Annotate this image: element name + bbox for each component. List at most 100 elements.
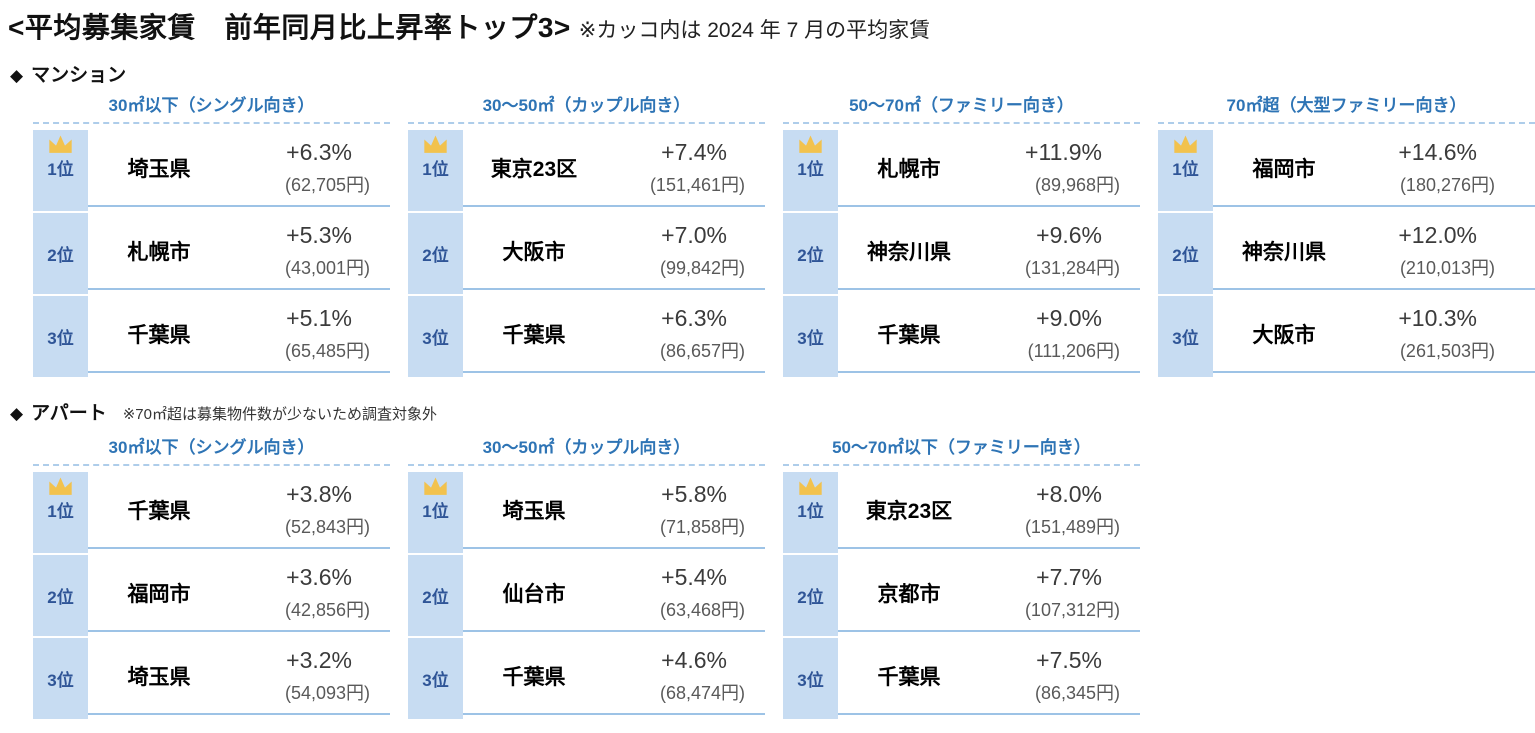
- ranking-column-apartment-30below: 30㎡以下（シングル向き） 1位 千葉県 +3.8% (52,843円): [33, 436, 390, 721]
- rank-label: 2位: [47, 246, 74, 265]
- ranking-column-mansion-30below: 30㎡以下（シングル向き） 1位 埼玉県 +6.3% (62,705円): [33, 94, 390, 379]
- avg-rent: (261,503円): [1399, 340, 1495, 361]
- rank-badge: 2位: [783, 213, 838, 294]
- region-name: 千葉県: [877, 665, 941, 689]
- avg-rent: (68,474円): [659, 682, 745, 703]
- pct-change: +10.3%: [1398, 304, 1477, 331]
- rank-badge: 1位: [783, 130, 838, 211]
- section-header-apartment: ◆ アパート ※70㎡超は募集物件数が少ないため調査対象外: [10, 398, 437, 425]
- pct-change: +6.3%: [286, 138, 352, 165]
- ranking-column-apartment-30-50: 30〜50㎡（カップル向き） 1位 埼玉県 +5.8% (71,858円): [408, 436, 765, 721]
- ranking-row: 3位 千葉県 +9.0% (111,206円): [783, 296, 1140, 377]
- pct-change: +3.8%: [286, 480, 352, 507]
- rank-label: 1位: [47, 160, 74, 179]
- avg-rent: (86,345円): [1034, 682, 1120, 703]
- region-name: 札幌市: [127, 240, 191, 264]
- column-header: 70㎡超（大型ファミリー向き）: [1226, 96, 1467, 115]
- row-content: 千葉県 +7.5% (86,345円): [838, 638, 1140, 715]
- rank-badge: 3位: [1158, 296, 1213, 377]
- row-values: +6.3% (62,705円): [230, 139, 390, 197]
- row-content: 東京23区 +8.0% (151,489円): [838, 472, 1140, 549]
- ranking-column-mansion-70over: 70㎡超（大型ファミリー向き） 1位 福岡市 +14.6% (180,276円): [1158, 94, 1535, 379]
- pct-change: +8.0%: [1036, 480, 1102, 507]
- pct-change: +4.6%: [661, 646, 727, 673]
- apartment-note: ※70㎡超は募集物件数が少ないため調査対象外: [122, 406, 437, 423]
- region-name: 福岡市: [127, 582, 191, 606]
- row-values: +9.6% (131,284円): [980, 222, 1140, 280]
- crown-icon: [799, 135, 822, 153]
- row-values: +9.0% (111,206円): [980, 305, 1140, 363]
- rank-badge: 2位: [408, 213, 463, 294]
- page-title: <平均募集家賃 前年同月比上昇率トップ3>: [8, 12, 571, 43]
- column-header: 30㎡以下（シングル向き）: [108, 96, 315, 115]
- avg-rent: (89,968円): [1034, 174, 1120, 195]
- row-content: 千葉県 +3.8% (52,843円): [88, 472, 390, 549]
- ranking-rows: 1位 福岡市 +14.6% (180,276円) 2位: [1158, 130, 1535, 377]
- diamond-icon: ◆: [10, 404, 24, 423]
- region-name: 千葉県: [877, 323, 941, 347]
- row-values: +3.8% (52,843円): [230, 481, 390, 539]
- pct-change: +9.6%: [1036, 221, 1102, 248]
- row-content: 福岡市 +3.6% (42,856円): [88, 555, 390, 632]
- rank-label: 1位: [797, 160, 824, 179]
- ranking-row: 2位 仙台市 +5.4% (63,468円): [408, 555, 765, 636]
- rank-label: 3位: [797, 671, 824, 690]
- row-values: +7.7% (107,312円): [980, 564, 1140, 622]
- column-header: 30〜50㎡（カップル向き）: [482, 96, 691, 115]
- header-divider: [408, 122, 765, 124]
- header-divider: [1158, 122, 1535, 124]
- rank-badge: 1位: [408, 472, 463, 553]
- header-divider: [783, 464, 1140, 466]
- pct-change: +12.0%: [1398, 221, 1477, 248]
- rank-badge: 2位: [1158, 213, 1213, 294]
- row-values: +7.4% (151,461円): [605, 139, 765, 197]
- rank-label: 2位: [797, 588, 824, 607]
- avg-rent: (54,093円): [284, 682, 370, 703]
- pct-change: +3.2%: [286, 646, 352, 673]
- row-content: 東京23区 +7.4% (151,461円): [463, 130, 765, 207]
- row-content: 大阪市 +7.0% (99,842円): [463, 213, 765, 290]
- avg-rent: (63,468円): [659, 599, 745, 620]
- avg-rent: (71,858円): [659, 516, 745, 537]
- row-values: +10.3% (261,503円): [1355, 305, 1535, 363]
- rank-badge: 2位: [33, 555, 88, 636]
- header-divider: [33, 122, 390, 124]
- region-name: 埼玉県: [127, 665, 191, 689]
- pct-change: +6.3%: [661, 304, 727, 331]
- rank-badge: 2位: [408, 555, 463, 636]
- row-values: +12.0% (210,013円): [1355, 222, 1535, 280]
- pct-change: +9.0%: [1036, 304, 1102, 331]
- region-name: 東京23区: [865, 499, 953, 523]
- diamond-icon: ◆: [10, 66, 24, 85]
- row-values: +5.1% (65,485円): [230, 305, 390, 363]
- avg-rent: (131,284円): [1024, 257, 1120, 278]
- avg-rent: (180,276円): [1399, 174, 1495, 195]
- rank-badge: 3位: [783, 638, 838, 719]
- avg-rent: (65,485円): [284, 340, 370, 361]
- ranking-row: 2位 福岡市 +3.6% (42,856円): [33, 555, 390, 636]
- row-content: 千葉県 +4.6% (68,474円): [463, 638, 765, 715]
- ranking-row: 2位 札幌市 +5.3% (43,001円): [33, 213, 390, 294]
- ranking-rows: 1位 東京23区 +8.0% (151,489円) 2位: [783, 472, 1140, 719]
- crown-icon: [424, 135, 447, 153]
- rank-badge: 1位: [33, 130, 88, 211]
- ranking-column-apartment-50-70: 50〜70㎡以下（ファミリー向き） 1位 東京23区 +8.0% (151,48…: [783, 436, 1140, 721]
- region-name: 大阪市: [1252, 323, 1316, 347]
- section-title-apartment: アパート: [31, 403, 107, 424]
- row-content: 札幌市 +5.3% (43,001円): [88, 213, 390, 290]
- rank-label: 3位: [47, 329, 74, 348]
- avg-rent: (151,461円): [649, 174, 745, 195]
- row-values: +3.2% (54,093円): [230, 647, 390, 705]
- avg-rent: (62,705円): [284, 174, 370, 195]
- row-values: +5.3% (43,001円): [230, 222, 390, 280]
- rank-label: 1位: [422, 502, 449, 521]
- rank-badge: 1位: [408, 130, 463, 211]
- ranking-rows: 1位 埼玉県 +5.8% (71,858円) 2位: [408, 472, 765, 719]
- rank-label: 3位: [797, 329, 824, 348]
- crown-icon: [799, 477, 822, 495]
- rank-badge: 1位: [1158, 130, 1213, 211]
- ranking-row: 3位 千葉県 +6.3% (86,657円): [408, 296, 765, 377]
- rank-badge: 2位: [783, 555, 838, 636]
- region-name: 千葉県: [127, 323, 191, 347]
- rank-label: 1位: [47, 502, 74, 521]
